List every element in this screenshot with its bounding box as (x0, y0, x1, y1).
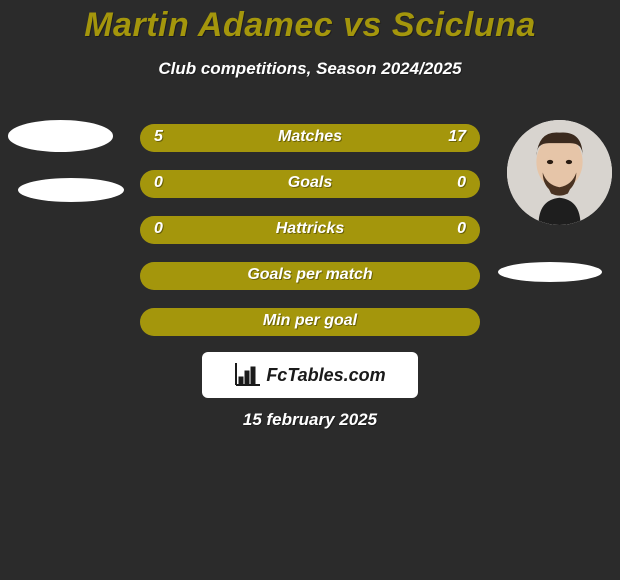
player-right-portrait-icon (507, 120, 612, 225)
bar-label: Hattricks (140, 220, 480, 238)
player-right-avatar (507, 120, 612, 225)
bar-label: Goals (140, 174, 480, 192)
player-left-avatar (8, 120, 113, 152)
comparison-bars: Matches517Goals00Hattricks00Goals per ma… (140, 124, 480, 354)
bar-value-left: 5 (154, 128, 163, 146)
page-subtitle: Club competitions, Season 2024/2025 (0, 59, 620, 79)
bar-row: Hattricks0 0 (140, 216, 480, 244)
bar-label: Min per goal (140, 312, 480, 330)
bar-row: Min per goal (140, 308, 480, 336)
logo-box: FcTables.com (202, 352, 418, 398)
bar-label: Matches (140, 128, 480, 146)
bar-value-left: 0 (154, 220, 163, 238)
bar-label: Goals per match (140, 266, 480, 284)
bar-row: Matches5 17 (140, 124, 480, 152)
bar-value-right: 17 (448, 128, 466, 146)
bar-chart-icon (234, 363, 260, 387)
bar-row: Goals0 0 (140, 170, 480, 198)
comparison-infographic: Martin Adamec vs Scicluna Club competiti… (0, 0, 620, 580)
bar-value-right: 0 (457, 220, 466, 238)
decorative-ellipse-left (18, 178, 124, 202)
decorative-ellipse-right (498, 262, 602, 282)
bar-value-left: 0 (154, 174, 163, 192)
date-text: 15 february 2025 (0, 410, 620, 430)
bar-row: Goals per match (140, 262, 480, 290)
bar-value-right: 0 (457, 174, 466, 192)
page-title: Martin Adamec vs Scicluna (0, 0, 620, 45)
logo-text: FcTables.com (266, 365, 385, 386)
